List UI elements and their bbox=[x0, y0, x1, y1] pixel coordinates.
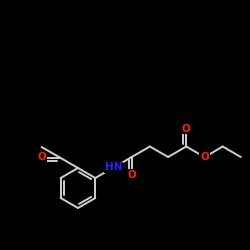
Text: HN: HN bbox=[105, 162, 122, 172]
Text: O: O bbox=[200, 152, 209, 162]
Text: O: O bbox=[127, 170, 136, 180]
Text: O: O bbox=[182, 124, 191, 134]
Text: O: O bbox=[38, 152, 46, 162]
